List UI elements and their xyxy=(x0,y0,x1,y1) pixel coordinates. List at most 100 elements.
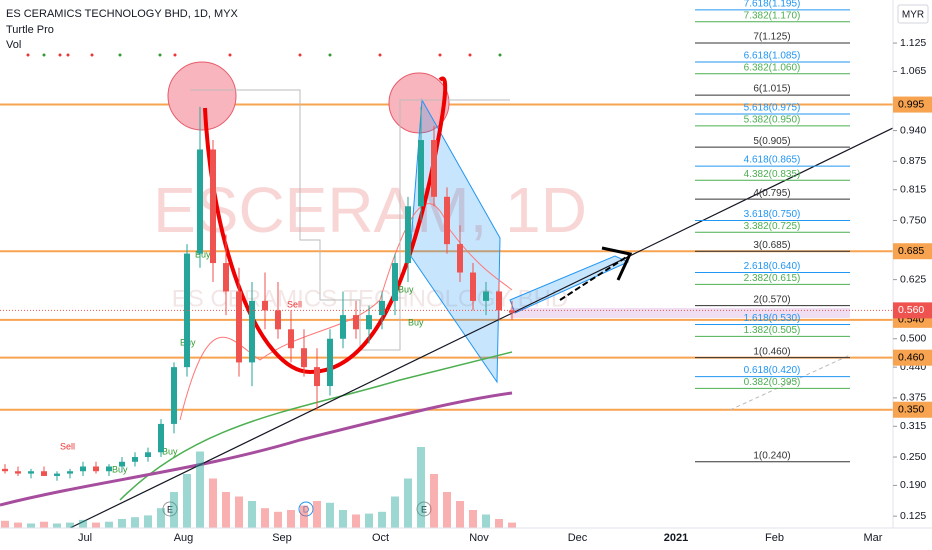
volume-bar xyxy=(443,492,451,528)
x-tick-label: Aug xyxy=(174,532,194,544)
signal-label: Buy xyxy=(195,249,211,259)
volume-bar xyxy=(105,521,113,528)
y-tick-label: 0.940 xyxy=(900,124,926,136)
event-icons: E D E xyxy=(162,501,432,517)
fib-label: 1(0.240) xyxy=(753,450,790,461)
fib-label: 2.618(0.640) xyxy=(744,261,801,272)
candle-body xyxy=(444,196,450,245)
fib-label: 2.382(0.615) xyxy=(744,273,801,284)
level-tag-label: 0.460 xyxy=(898,351,924,363)
candle-body xyxy=(28,471,34,474)
signal-label: Buy xyxy=(408,317,424,327)
moving-average xyxy=(0,391,513,507)
volume-bar xyxy=(118,519,126,528)
fib-label: 0.382(0.395) xyxy=(744,377,801,388)
candle-body xyxy=(249,300,255,363)
volume-bar xyxy=(66,522,74,528)
volume-bar xyxy=(469,510,477,528)
volume-bar xyxy=(157,508,165,528)
trend-line xyxy=(69,127,894,529)
price-zone xyxy=(510,308,850,318)
volume-bar xyxy=(365,513,373,528)
y-tick-label: 0.375 xyxy=(900,392,926,404)
fib-label: 6(1.015) xyxy=(753,84,790,95)
volume-bar xyxy=(300,505,308,528)
x-tick-label: Sep xyxy=(272,532,292,544)
fib-label: 3.382(0.725) xyxy=(744,221,801,232)
dashed-line xyxy=(729,354,851,411)
volume-bar xyxy=(53,523,61,528)
fib-label: 7.382(1.170) xyxy=(744,10,801,21)
candle-body xyxy=(41,471,47,476)
x-tick-label: Nov xyxy=(469,532,489,544)
x-tick-label: Dec xyxy=(568,532,588,544)
fib-label: 0.618(0.420) xyxy=(744,365,801,376)
candle-body xyxy=(314,367,320,387)
candle-body xyxy=(483,291,489,301)
volume-bar xyxy=(27,523,35,528)
candle-body xyxy=(80,466,86,472)
volume-bar xyxy=(339,510,347,528)
y-tick-label: 0.250 xyxy=(900,451,926,463)
arrow-drawing xyxy=(559,255,629,301)
chart-title: ES CERAMICS TECHNOLOGY BHD, 1D, MYX xyxy=(6,8,239,20)
x-tick-label: Oct xyxy=(372,532,389,544)
candle-body xyxy=(457,244,463,273)
fib-label: 6.382(1.060) xyxy=(744,62,801,73)
candle-body xyxy=(509,310,515,313)
volume-bar xyxy=(378,511,386,528)
volume-bar xyxy=(248,501,256,528)
y-tick-label: 1.125 xyxy=(900,37,926,49)
level-tag xyxy=(893,96,932,113)
volume-bar xyxy=(144,515,152,528)
fib-label: 2(0.570) xyxy=(753,294,790,305)
y-tick-label: 1.065 xyxy=(900,65,926,77)
volume-bar xyxy=(235,496,243,528)
y-tick-label: 0.315 xyxy=(900,420,926,432)
volume-bar xyxy=(1,520,9,528)
fib-label: 7.618(1.195) xyxy=(744,0,801,10)
fib-label: 5.618(0.975) xyxy=(744,103,801,114)
candle-body xyxy=(210,149,216,264)
signal-label: Sell xyxy=(60,441,75,451)
volume-bar xyxy=(196,451,204,528)
candle-body xyxy=(93,466,99,472)
volume-bar xyxy=(495,519,503,528)
level-tag-label: 0.350 xyxy=(898,404,924,416)
candle-body xyxy=(470,272,476,301)
fib-label: 1.618(0.530) xyxy=(744,313,801,324)
indicator-name: Turtle Pro xyxy=(6,24,54,36)
volume-bar xyxy=(261,508,269,528)
volume-bar xyxy=(40,521,48,528)
x-tick-label: Jul xyxy=(78,532,92,544)
signal-label: Buy xyxy=(112,464,128,474)
x-tick-label: 2021 xyxy=(664,532,688,544)
level-tag-label: 0.995 xyxy=(898,98,924,110)
level-tag xyxy=(893,243,932,260)
last-price-tag xyxy=(893,302,932,319)
level-tag xyxy=(893,349,932,366)
fib-label: 7(1.125) xyxy=(753,32,790,43)
volume-bar xyxy=(482,514,490,528)
volume-bar xyxy=(404,478,412,528)
channel-drawing xyxy=(509,255,630,314)
candle-body xyxy=(418,140,424,207)
fib-label: 6.618(1.085) xyxy=(744,51,801,62)
price-axis xyxy=(893,0,932,550)
fib-label: 4.618(0.865) xyxy=(744,155,801,166)
signal-label: Sell xyxy=(287,299,302,309)
candle-body xyxy=(392,263,398,301)
candle-body xyxy=(431,140,437,197)
cup-drawing xyxy=(203,76,448,375)
event-label: D xyxy=(303,504,310,514)
volume-bar xyxy=(287,510,295,528)
fib-label: 1.382(0.505) xyxy=(744,325,801,336)
event-label: E xyxy=(421,504,427,514)
candle-body xyxy=(262,300,268,311)
y-tick-label: 0.815 xyxy=(900,184,926,196)
volume-bar xyxy=(326,502,334,528)
watermark: ESCERAM, 1D xyxy=(153,174,587,246)
arrow-head xyxy=(601,246,633,281)
fib-label: 5(0.905) xyxy=(753,136,790,147)
candle-body xyxy=(275,310,281,330)
